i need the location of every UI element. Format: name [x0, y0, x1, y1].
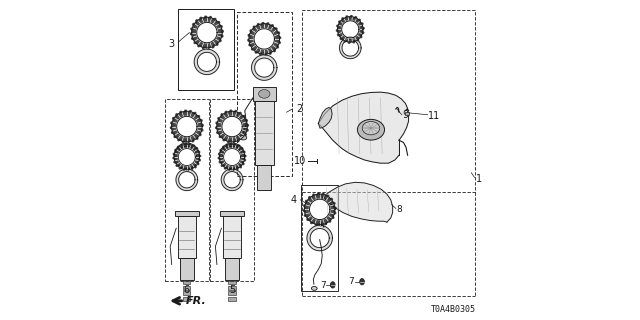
Polygon shape — [337, 16, 364, 43]
Ellipse shape — [240, 135, 246, 140]
Polygon shape — [170, 110, 203, 143]
Polygon shape — [173, 143, 200, 171]
Bar — [237, 12, 292, 176]
Text: 8: 8 — [396, 205, 402, 214]
Bar — [255, 101, 274, 165]
Bar — [228, 286, 236, 290]
Ellipse shape — [360, 278, 364, 285]
Bar — [303, 10, 474, 192]
Polygon shape — [319, 108, 332, 128]
Bar — [180, 259, 194, 280]
Polygon shape — [342, 21, 359, 38]
Polygon shape — [221, 169, 243, 191]
Text: 6: 6 — [184, 285, 190, 295]
Text: 7: 7 — [349, 277, 355, 286]
Bar — [228, 297, 236, 300]
Bar — [228, 281, 236, 284]
Text: T0A4B0305: T0A4B0305 — [431, 305, 476, 314]
Polygon shape — [248, 22, 280, 55]
Polygon shape — [222, 116, 243, 137]
Polygon shape — [177, 116, 197, 137]
Bar — [253, 87, 276, 101]
Ellipse shape — [312, 286, 317, 290]
Polygon shape — [216, 110, 248, 143]
Text: 9: 9 — [402, 110, 408, 120]
Text: 2: 2 — [296, 104, 302, 114]
Bar — [183, 281, 191, 284]
Bar — [210, 100, 254, 281]
Polygon shape — [174, 143, 200, 169]
Polygon shape — [196, 22, 217, 43]
Polygon shape — [218, 143, 246, 171]
Polygon shape — [339, 37, 361, 59]
Text: 4: 4 — [291, 195, 297, 205]
Polygon shape — [252, 55, 277, 80]
Text: 10: 10 — [294, 156, 307, 166]
Text: 11: 11 — [428, 111, 440, 121]
Ellipse shape — [362, 122, 380, 135]
Polygon shape — [179, 148, 195, 165]
Bar — [223, 216, 241, 259]
Polygon shape — [254, 29, 275, 49]
Bar — [178, 9, 234, 90]
Bar — [257, 165, 271, 190]
Bar — [405, 112, 409, 116]
Bar — [165, 100, 209, 281]
Polygon shape — [223, 148, 241, 165]
Bar — [183, 292, 191, 295]
Ellipse shape — [357, 119, 385, 140]
Polygon shape — [194, 49, 220, 75]
Polygon shape — [176, 169, 198, 191]
Polygon shape — [303, 193, 336, 226]
Bar — [183, 297, 191, 300]
Bar — [220, 211, 244, 216]
Polygon shape — [220, 143, 245, 169]
Bar — [183, 286, 191, 290]
Text: 3: 3 — [168, 39, 174, 49]
Bar — [178, 216, 196, 259]
Ellipse shape — [259, 90, 270, 98]
Polygon shape — [191, 16, 223, 49]
Bar — [175, 211, 199, 216]
Polygon shape — [323, 182, 393, 222]
Text: 5: 5 — [229, 285, 235, 295]
Text: 7: 7 — [320, 281, 326, 290]
Bar — [225, 259, 239, 280]
Polygon shape — [307, 225, 332, 251]
Polygon shape — [319, 92, 408, 163]
Text: FR.: FR. — [186, 296, 206, 306]
Text: 1: 1 — [476, 174, 482, 184]
Bar — [228, 292, 236, 295]
Bar — [301, 186, 339, 291]
Ellipse shape — [330, 282, 335, 288]
Polygon shape — [310, 199, 330, 220]
